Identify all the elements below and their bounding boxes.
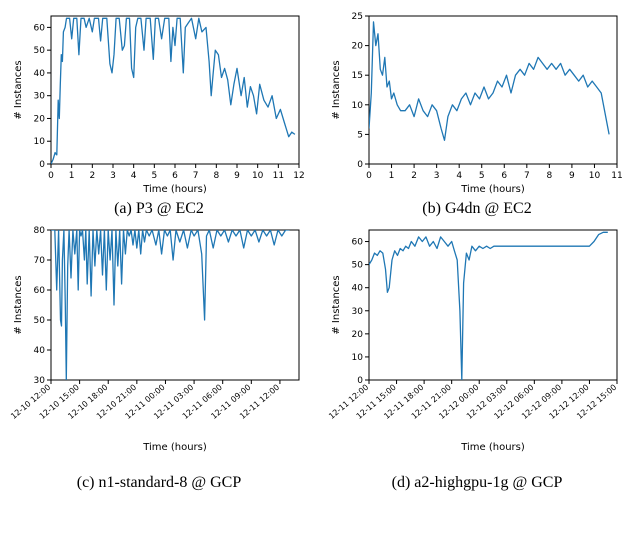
panel-n1: 30405060708012-10 12:0012-10 15:0012-10 … <box>8 222 310 492</box>
svg-text:7: 7 <box>524 171 530 181</box>
svg-text:10: 10 <box>34 137 46 147</box>
chart-p3: 01020304050600123456789101112Time (hours… <box>9 8 309 198</box>
svg-text:6: 6 <box>501 171 507 181</box>
panel-g4dn: 0 5 10 15 20 25 0 1 2 3 4 5 6 7 8 9 10 11 Time (hours) # In… <box>326 8 628 218</box>
svg-text:Time (hours): Time (hours) <box>460 442 525 453</box>
svg-text:60: 60 <box>34 286 46 296</box>
svg-text:10: 10 <box>589 171 601 181</box>
caption-g4dn: (b) G4dn @ EC2 <box>422 200 531 218</box>
svg-text:8: 8 <box>213 171 219 181</box>
svg-text:# Instances: # Instances <box>13 275 24 334</box>
svg-text:4: 4 <box>456 171 462 181</box>
svg-text:20: 20 <box>352 330 364 340</box>
chart-a2: 010203040506012-11 12:0012-11 15:0012-11… <box>327 222 627 472</box>
svg-text:0: 0 <box>357 160 363 170</box>
svg-text:9: 9 <box>569 171 575 181</box>
svg-text:50: 50 <box>34 46 46 56</box>
svg-text:30: 30 <box>34 92 46 102</box>
svg-text:Time (hours): Time (hours) <box>460 184 525 195</box>
svg-text:70: 70 <box>34 256 46 266</box>
figure-grid: 01020304050600123456789101112Time (hours… <box>8 8 628 492</box>
svg-text:0: 0 <box>39 160 45 170</box>
svg-text:40: 40 <box>352 284 364 294</box>
svg-text:15: 15 <box>352 71 363 81</box>
svg-text:80: 80 <box>34 226 46 236</box>
svg-text:40: 40 <box>34 69 46 79</box>
svg-text:Time (hours): Time (hours) <box>142 442 207 453</box>
chart-g4dn: 0 5 10 15 20 25 0 1 2 3 4 5 6 7 8 9 10 11 Time (hours) # In… <box>327 8 627 198</box>
svg-text:7: 7 <box>193 171 199 181</box>
svg-text:10: 10 <box>352 353 364 363</box>
svg-text:20: 20 <box>352 42 364 52</box>
svg-text:5: 5 <box>151 171 157 181</box>
panel-a2: 010203040506012-11 12:0012-11 15:0012-11… <box>326 222 628 492</box>
svg-text:4: 4 <box>131 171 137 181</box>
caption-p3: (a) P3 @ EC2 <box>114 200 204 218</box>
caption-a2: (d) a2-highgpu-1g @ GCP <box>392 474 563 492</box>
svg-text:3: 3 <box>110 171 116 181</box>
svg-text:60: 60 <box>352 238 364 248</box>
svg-text:5: 5 <box>479 171 485 181</box>
svg-text:0: 0 <box>366 171 372 181</box>
svg-text:40: 40 <box>34 346 46 356</box>
svg-text:# Instances: # Instances <box>331 275 342 334</box>
svg-text:60: 60 <box>34 23 46 33</box>
svg-text:2: 2 <box>89 171 95 181</box>
svg-text:5: 5 <box>357 130 363 140</box>
caption-n1: (c) n1-standard-8 @ GCP <box>77 474 241 492</box>
svg-text:2: 2 <box>411 171 417 181</box>
svg-text:50: 50 <box>34 316 46 326</box>
svg-text:10: 10 <box>252 171 264 181</box>
svg-text:9: 9 <box>234 171 240 181</box>
svg-text:10: 10 <box>352 101 364 111</box>
chart-n1: 30405060708012-10 12:0012-10 15:0012-10 … <box>9 222 309 472</box>
svg-text:11: 11 <box>611 171 622 181</box>
svg-text:12: 12 <box>293 171 304 181</box>
panel-p3: 01020304050600123456789101112Time (hours… <box>8 8 310 218</box>
svg-text:0: 0 <box>48 171 54 181</box>
svg-text:Time (hours): Time (hours) <box>142 184 207 195</box>
svg-text:20: 20 <box>34 114 46 124</box>
svg-text:30: 30 <box>352 307 364 317</box>
svg-text:11: 11 <box>273 171 284 181</box>
svg-text:6: 6 <box>172 171 178 181</box>
svg-text:8: 8 <box>546 171 552 181</box>
svg-text:50: 50 <box>352 261 364 271</box>
svg-text:1: 1 <box>69 171 75 181</box>
svg-text:# Instances: # Instances <box>13 60 24 119</box>
svg-text:# Instances: # Instances <box>331 60 342 119</box>
svg-text:1: 1 <box>389 171 395 181</box>
svg-text:25: 25 <box>352 12 363 22</box>
svg-text:3: 3 <box>434 171 440 181</box>
